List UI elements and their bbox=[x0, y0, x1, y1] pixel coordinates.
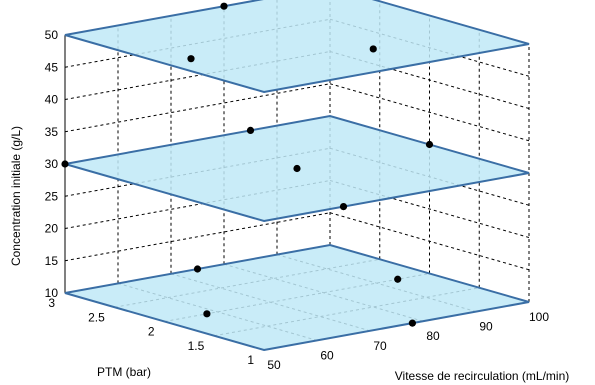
planes-and-points bbox=[61, 0, 530, 352]
y-tick-label: 2 bbox=[148, 325, 155, 339]
z-tick-label: 50 bbox=[45, 28, 59, 42]
data-point bbox=[425, 140, 434, 149]
grid-line-side-z bbox=[329, 180, 530, 238]
x-tick-label: 50 bbox=[267, 358, 281, 372]
surface-plane bbox=[64, 0, 530, 94]
y-axis-label: PTM (bar) bbox=[97, 365, 151, 379]
data-point bbox=[394, 275, 402, 283]
data-point bbox=[339, 203, 348, 211]
data-point bbox=[203, 310, 211, 318]
y-tick-label: 1.5 bbox=[188, 339, 205, 353]
data-point bbox=[246, 126, 255, 134]
z-tick-label: 30 bbox=[45, 157, 59, 171]
z-tick-label: 15 bbox=[45, 254, 59, 268]
data-point bbox=[220, 2, 228, 10]
y-tick-label: 2.5 bbox=[88, 310, 105, 324]
z-axis-label: Concentration initiale (g/L) bbox=[9, 126, 23, 266]
data-point bbox=[369, 45, 377, 53]
z-tick-label: 25 bbox=[45, 189, 59, 203]
axis-ticks: 10 15 20 25 30 35 40 45 50 1 1.5 2 2.5 3 50 60 70 80 90 100 bbox=[45, 28, 550, 372]
y-tick-label: 1 bbox=[247, 353, 254, 367]
z-tick-label: 10 bbox=[45, 286, 59, 300]
z-tick-label: 40 bbox=[45, 93, 59, 107]
data-point bbox=[408, 319, 416, 327]
x-tick-label: 90 bbox=[479, 320, 493, 334]
x-tick-label: 80 bbox=[426, 329, 440, 343]
z-tick-label: 20 bbox=[45, 222, 59, 236]
x-tick-label: 60 bbox=[320, 348, 334, 362]
grid-line-side-z bbox=[329, 83, 530, 142]
grid-line-back-z bbox=[64, 212, 331, 262]
surface-plane bbox=[64, 243, 530, 352]
z-tick-label: 35 bbox=[45, 125, 59, 139]
z-tick-label: 45 bbox=[45, 60, 59, 74]
x-tick-label: 70 bbox=[373, 339, 387, 353]
x-axis-label: Vitesse de recirculation (mL/min) bbox=[395, 369, 570, 383]
data-point bbox=[293, 164, 301, 173]
x-tick-label: 100 bbox=[529, 310, 549, 324]
y-tick-label: 3 bbox=[48, 296, 55, 310]
grid-line-back-z bbox=[64, 83, 331, 133]
data-point bbox=[187, 55, 195, 63]
data-point bbox=[61, 160, 69, 168]
data-point bbox=[193, 265, 202, 273]
